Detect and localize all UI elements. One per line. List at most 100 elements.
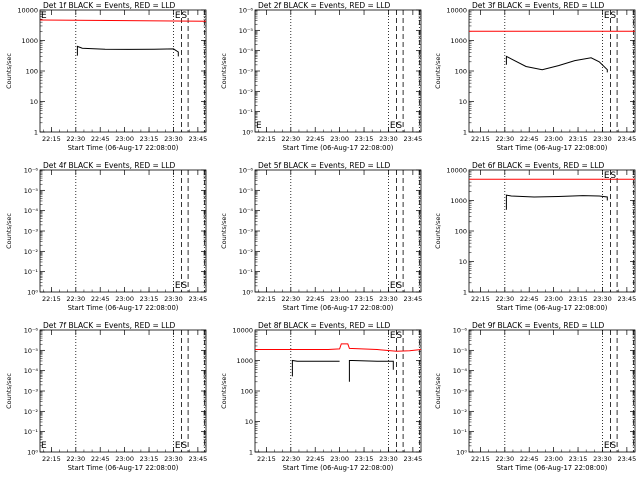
x-tick-label: 23:00 [115,455,134,463]
y-axis-label: Counts/sec [5,213,13,249]
x-tick-label: 23:15 [355,135,374,143]
marker-e-label: E [175,441,181,451]
x-tick-label: 23:00 [330,135,349,143]
x-tick-label: 23:15 [355,295,374,303]
x-tick-label: 22:45 [520,135,539,143]
x-tick-label: 23:00 [115,135,134,143]
x-tick-label: 23:45 [403,135,422,143]
plot-frame [468,329,636,453]
y-tick-label: 10⁻⁶ [24,327,39,335]
x-tick-label: 22:45 [91,455,110,463]
x-tick-label: 22:15 [471,295,490,303]
panel-title: Det 7f BLACK = Events, RED = LLD [43,321,176,330]
x-tick-label: 22:30 [495,295,514,303]
y-tick-label: 10⁻² [239,88,254,96]
events-series-line [76,45,179,57]
y-axis-label: Counts/sec [220,213,228,249]
x-axis-label: Start Time (06-Aug-17 22:08:00) [283,144,394,152]
edge-e-label: E [41,11,47,21]
y-tick-label: 10⁻² [24,248,39,256]
x-tick-label: 23:30 [593,135,612,143]
marker-e-label: E [175,281,181,291]
y-tick-label: 10⁻² [453,408,468,416]
plot-frame [39,329,207,453]
marker-s-label: S [181,441,187,451]
y-tick-label: 1000 [450,197,467,205]
marker-e-label: E [175,11,181,21]
y-tick-label: 10⁰ [242,129,253,137]
x-tick-label: 23:30 [379,135,398,143]
detector-panel-5: Det 5f BLACK = Events, RED = LLD 10⁰ 10⁻¹ 1… [220,161,422,312]
y-tick-label: 1 [34,129,38,137]
x-tick-label: 22:30 [66,455,85,463]
x-tick-label: 22:15 [257,295,276,303]
x-tick-label: 23:00 [330,455,349,463]
x-tick-label: 23:30 [593,455,612,463]
detector-panel-4: Det 4f BLACK = Events, RED = LLD 10⁰ 10⁻¹ 1… [5,161,207,312]
y-tick-label: 1 [249,449,253,457]
marker-s-label: S [181,281,187,291]
y-tick-label: 10⁻⁵ [239,27,254,35]
y-tick-label: 10⁻¹ [24,428,39,436]
x-tick-label: 23:30 [379,455,398,463]
x-tick-label: 23:15 [140,295,159,303]
y-axis-label: Counts/sec [434,213,442,249]
x-tick-label: 22:30 [495,455,514,463]
x-tick-label: 23:00 [330,295,349,303]
marker-e-label: E [604,11,610,21]
x-tick-label: 23:30 [593,295,612,303]
detector-panel-8: Det 8f BLACK = Events, RED = LLD 1 10 100 10… [220,321,422,472]
plot-frame [468,169,636,293]
x-tick-label: 22:45 [306,455,325,463]
y-tick-label: 1 [463,289,467,297]
marker-e-label: E [604,441,610,451]
x-tick-label: 23:15 [569,295,588,303]
y-tick-label: 10000 [232,327,253,335]
x-axis-label: Start Time (06-Aug-17 22:08:00) [283,464,394,472]
y-tick-label: 10⁻⁴ [239,47,254,55]
y-tick-label: 10⁰ [27,289,38,297]
y-tick-label: 10⁰ [27,449,38,457]
y-tick-label: 10⁻² [239,248,254,256]
detector-panel-2: Det 2f BLACK = Events, RED = LLD 10⁰ 10⁻¹ 1… [220,1,422,152]
plot-frame [39,169,207,293]
x-tick-label: 22:45 [91,135,110,143]
y-tick-label: 10⁻⁵ [24,187,39,195]
marker-s-label: S [610,171,616,181]
y-axis-label: Counts/sec [5,373,13,409]
x-tick-label: 23:45 [617,455,636,463]
y-tick-label: 1000 [236,357,253,365]
y-tick-label: 10⁻⁵ [453,347,468,355]
x-tick-label: 22:30 [66,295,85,303]
x-axis-label: Start Time (06-Aug-17 22:08:00) [68,304,179,312]
panel-title: Det 2f BLACK = Events, RED = LLD [258,1,391,10]
x-tick-label: 22:15 [42,455,61,463]
events-series-line [348,360,394,382]
x-tick-label: 23:45 [403,455,422,463]
y-tick-label: 10⁻¹ [239,268,254,276]
x-tick-label: 23:15 [569,135,588,143]
marker-e-label: E [390,331,396,341]
x-tick-label: 23:15 [355,455,374,463]
x-tick-label: 22:30 [281,455,300,463]
x-tick-label: 23:15 [569,455,588,463]
x-tick-label: 22:15 [471,135,490,143]
marker-s-label: S [396,121,402,131]
y-tick-label: 10⁻³ [24,228,39,236]
y-tick-label: 10000 [446,167,467,175]
y-axis-label: Counts/sec [220,53,228,89]
plot-frame [468,9,636,133]
panel-title: Det 5f BLACK = Events, RED = LLD [258,161,391,170]
x-tick-label: 22:45 [91,295,110,303]
plot-frame [254,329,422,453]
y-tick-label: 1000 [450,37,467,45]
y-tick-label: 10⁻⁴ [24,207,39,215]
marker-s-label: S [610,11,616,21]
x-tick-label: 23:45 [617,135,636,143]
marker-s-label: S [181,11,187,21]
detector-panel-6: Det 6f BLACK = Events, RED = LLD 1 10 100 10… [434,161,636,312]
y-tick-label: 10⁻⁵ [239,187,254,195]
x-tick-label: 22:15 [257,455,276,463]
